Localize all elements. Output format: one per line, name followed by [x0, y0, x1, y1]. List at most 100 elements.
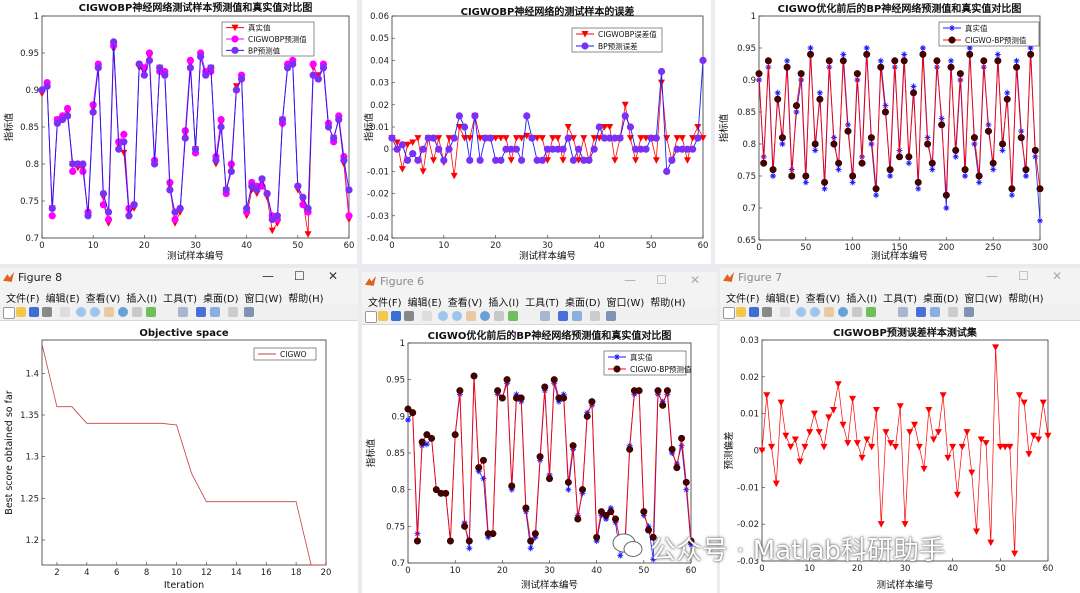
- y-tick-label: 0.65: [737, 236, 756, 246]
- hide-tools-icon[interactable]: [590, 311, 600, 321]
- menu-window[interactable]: 窗口(W): [606, 298, 645, 309]
- hide-tools-icon[interactable]: [228, 307, 238, 317]
- menu-tools[interactable]: 工具(T): [525, 298, 560, 309]
- close-button[interactable]: ✕: [328, 269, 339, 283]
- menu-file[interactable]: 文件(F): [368, 298, 402, 309]
- hide-tools-icon[interactable]: [948, 307, 958, 317]
- menu-file[interactable]: 文件(F): [6, 294, 40, 305]
- dock-icon[interactable]: [606, 311, 616, 321]
- legend-icon[interactable]: [930, 307, 940, 317]
- new-figure-icon[interactable]: [365, 311, 377, 323]
- legend-icon[interactable]: [572, 311, 582, 321]
- minimize-button[interactable]: —: [262, 269, 274, 283]
- zoom-in-icon[interactable]: [76, 307, 86, 317]
- data-point: [418, 438, 426, 446]
- menu-file[interactable]: 文件(F): [726, 294, 760, 305]
- brush-icon[interactable]: [508, 311, 518, 321]
- menu-insert[interactable]: 插入(I): [846, 294, 878, 305]
- menu-edit[interactable]: 编辑(E): [45, 294, 80, 305]
- menu-view[interactable]: 查看(V): [447, 298, 483, 309]
- menu-help[interactable]: 帮助(H): [288, 294, 324, 305]
- colorbar-icon[interactable]: [916, 307, 926, 317]
- close-button[interactable]: ✕: [690, 273, 701, 287]
- data-point: [569, 442, 577, 450]
- x-axis-label: 测试样本编号: [521, 579, 578, 591]
- dock-icon[interactable]: [244, 307, 254, 317]
- data-point: [197, 53, 205, 61]
- print-icon[interactable]: [42, 307, 52, 317]
- open-icon[interactable]: [16, 307, 26, 317]
- maximize-button[interactable]: ☐: [656, 273, 667, 287]
- data-point: [289, 60, 297, 68]
- menu-tools[interactable]: 工具(T): [163, 294, 198, 305]
- maximize-button[interactable]: ☐: [1018, 269, 1029, 283]
- rotate-icon[interactable]: [838, 307, 848, 317]
- menu-edit[interactable]: 编辑(E): [765, 294, 800, 305]
- data-point: [1036, 185, 1044, 193]
- dock-icon[interactable]: [964, 307, 974, 317]
- menu-insert[interactable]: 插入(I): [126, 294, 158, 305]
- zoom-in-icon[interactable]: [796, 307, 806, 317]
- menu-desktop[interactable]: 桌面(D): [923, 294, 959, 305]
- menu-window[interactable]: 窗口(W): [244, 294, 283, 305]
- minimize-button[interactable]: —: [986, 269, 998, 283]
- brush-icon[interactable]: [146, 307, 156, 317]
- data-point: [507, 157, 515, 164]
- colorbar-icon[interactable]: [558, 311, 568, 321]
- zoom-out-icon[interactable]: [810, 307, 820, 317]
- new-figure-icon[interactable]: [723, 307, 735, 319]
- link-icon[interactable]: [178, 307, 188, 317]
- rotate-icon[interactable]: [480, 311, 490, 321]
- pan-icon[interactable]: [104, 307, 114, 317]
- data-point: [976, 179, 983, 186]
- link-icon[interactable]: [898, 307, 908, 317]
- legend-icon[interactable]: [210, 307, 220, 317]
- menu-tools[interactable]: 工具(T): [883, 294, 918, 305]
- pan-icon[interactable]: [466, 311, 476, 321]
- plot-area: 0 10 20 30 40 50 60 0.7 0.75 0.8 0.85 0.9 0.95 1 真实值 CI…: [386, 339, 696, 576]
- data-point: [694, 134, 702, 142]
- print-icon[interactable]: [762, 307, 772, 317]
- menu-insert[interactable]: 插入(I): [488, 298, 520, 309]
- pan-icon[interactable]: [824, 307, 834, 317]
- menu-view[interactable]: 查看(V): [805, 294, 841, 305]
- pointer-icon[interactable]: [60, 307, 70, 317]
- open-icon[interactable]: [736, 307, 746, 317]
- menu-help[interactable]: 帮助(H): [1008, 294, 1044, 305]
- data-point: [550, 376, 558, 384]
- data-cursor-icon[interactable]: [494, 311, 504, 321]
- menu-desktop[interactable]: 桌面(D): [565, 298, 601, 309]
- menu-view[interactable]: 查看(V): [85, 294, 121, 305]
- colorbar-icon[interactable]: [196, 307, 206, 317]
- pointer-icon[interactable]: [422, 311, 432, 321]
- new-figure-icon[interactable]: [3, 307, 15, 319]
- save-icon[interactable]: [749, 307, 759, 317]
- zoom-out-icon[interactable]: [452, 311, 462, 321]
- print-icon[interactable]: [404, 311, 414, 321]
- y-tick-label: 0.85: [20, 123, 39, 133]
- data-point: [560, 391, 567, 398]
- menu-window[interactable]: 窗口(W): [964, 294, 1003, 305]
- save-icon[interactable]: [29, 307, 39, 317]
- data-point: [683, 157, 691, 164]
- save-icon[interactable]: [391, 311, 401, 321]
- data-cursor-icon[interactable]: [132, 307, 142, 317]
- minimize-button[interactable]: —: [624, 273, 636, 287]
- zoom-out-icon[interactable]: [90, 307, 100, 317]
- data-point: [528, 134, 536, 142]
- pointer-icon[interactable]: [780, 307, 790, 317]
- maximize-button[interactable]: ☐: [294, 269, 305, 283]
- zoom-in-icon[interactable]: [438, 311, 448, 321]
- x-tick-label: 100: [845, 243, 861, 253]
- menu-desktop[interactable]: 桌面(D): [203, 294, 239, 305]
- rotate-icon[interactable]: [118, 307, 128, 317]
- link-icon[interactable]: [540, 311, 550, 321]
- close-button[interactable]: ✕: [1052, 269, 1063, 283]
- data-point: [476, 156, 484, 164]
- menu-edit[interactable]: 编辑(E): [407, 298, 442, 309]
- data-point: [512, 135, 520, 142]
- brush-icon[interactable]: [866, 307, 876, 317]
- open-icon[interactable]: [378, 311, 388, 321]
- data-cursor-icon[interactable]: [852, 307, 862, 317]
- menu-help[interactable]: 帮助(H): [650, 298, 686, 309]
